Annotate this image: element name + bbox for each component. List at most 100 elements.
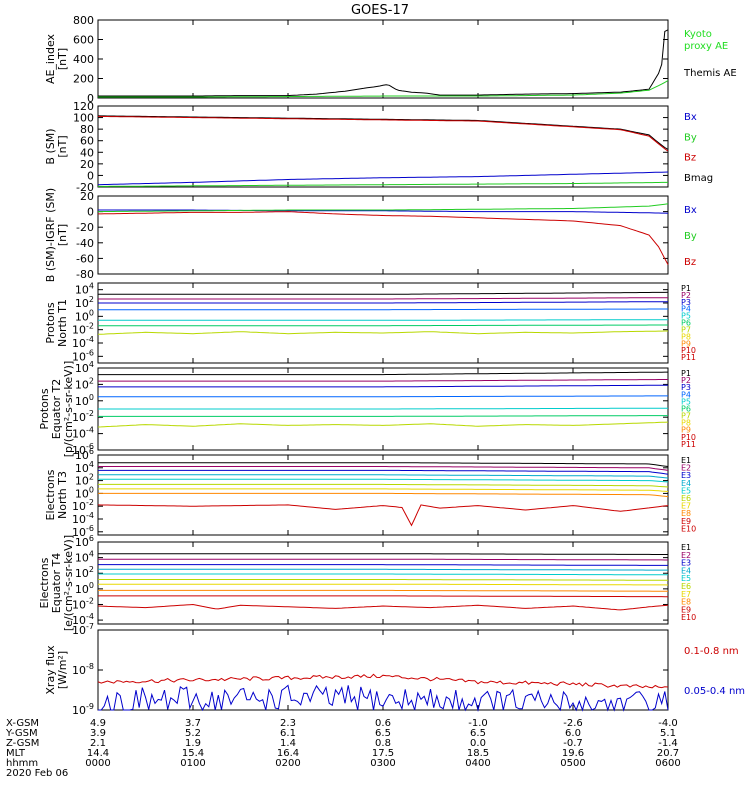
y-tick-label: 106 xyxy=(75,447,94,462)
x-row-value: 0000 xyxy=(85,758,110,769)
x-row-value: 5.1 xyxy=(660,728,676,739)
x-row-value: -1.0 xyxy=(468,718,488,729)
x-row-value: 0.6 xyxy=(375,718,391,729)
y-tick-label: 10-6 xyxy=(72,442,94,457)
y-tick-label: -20 xyxy=(76,221,94,234)
legend-item: E2 xyxy=(681,551,691,560)
legend-item: E3 xyxy=(681,471,691,480)
y-tick-label: 106 xyxy=(75,534,94,549)
y-tick-label: 60 xyxy=(80,135,94,148)
series-bx xyxy=(98,209,669,214)
series-e5 xyxy=(98,573,668,576)
legend-item: E8 xyxy=(681,509,691,518)
y-tick-label: 20 xyxy=(80,158,94,171)
y-tick-label: 104 xyxy=(75,460,94,475)
x-row-label: MLT xyxy=(6,748,26,759)
date-label: 2020 Feb 06 xyxy=(6,768,68,779)
series-themis-ae xyxy=(98,29,669,97)
series-e4 xyxy=(98,568,668,571)
series-p1 xyxy=(98,291,669,295)
legend-item: P8 xyxy=(681,419,691,428)
legend-item: E4 xyxy=(681,479,691,488)
x-row-value: 0400 xyxy=(465,758,490,769)
x-row-value: 0600 xyxy=(655,758,680,769)
series-e6 xyxy=(98,483,669,488)
y-tick-label: 0 xyxy=(87,169,94,182)
y-tick-label: 120 xyxy=(73,100,94,113)
legend-item: 0.1-0.8 nm xyxy=(684,646,739,657)
legend-item: E4 xyxy=(681,566,691,575)
plot-title: GOES-17 xyxy=(351,3,409,18)
legend-item: E5 xyxy=(681,486,691,495)
y-tick-label: 200 xyxy=(73,73,94,86)
y-tick-label: 104 xyxy=(75,550,94,565)
legend-item: P4 xyxy=(681,390,691,399)
y-tick-label: 10-6 xyxy=(72,524,94,539)
legend-item: E3 xyxy=(681,559,691,568)
y-axis-label: Electrons xyxy=(44,469,57,520)
legend-item: P3 xyxy=(681,298,691,307)
x-row-value: 6.5 xyxy=(375,728,391,739)
series-bmag xyxy=(97,115,669,150)
y-axis-label: [nT] xyxy=(56,135,69,157)
y-tick-label: -80 xyxy=(76,268,94,281)
y-tick-label: 10-7 xyxy=(72,622,94,637)
y-axis-label: Xray flux xyxy=(44,645,57,695)
legend-item: P10 xyxy=(681,346,696,355)
y-tick-label: 10-4 xyxy=(72,426,94,441)
x-row-value: 0200 xyxy=(275,758,300,769)
y-tick-label: 10-4 xyxy=(72,612,94,627)
y-tick-label: 100 xyxy=(75,581,94,596)
y-axis-label: Equator T4 xyxy=(50,553,63,613)
legend-item: P6 xyxy=(681,404,691,413)
y-tick-label: -60 xyxy=(76,252,94,265)
y-axis-label: B (SM) xyxy=(44,128,57,164)
y-axis-label: [nT] xyxy=(56,48,69,70)
y-tick-label: 104 xyxy=(75,360,94,375)
legend-item: E1 xyxy=(681,456,691,465)
legend-item: E6 xyxy=(681,582,691,591)
x-row-value: 0500 xyxy=(560,758,585,769)
legend-item: E10 xyxy=(681,613,696,622)
y-tick-label: 100 xyxy=(73,112,94,125)
series-p2 xyxy=(98,379,668,382)
y-tick-label: 10-8 xyxy=(72,662,94,677)
y-tick-label: 800 xyxy=(73,14,94,27)
legend-item: E9 xyxy=(681,605,691,614)
y-axis-label: AE_index xyxy=(44,33,57,84)
x-row-value: 6.1 xyxy=(280,728,296,739)
legend-item: P7 xyxy=(681,412,691,421)
legend-item: E6 xyxy=(681,494,691,503)
legend-item: P1 xyxy=(681,369,691,378)
series-0-05-0-4-nm xyxy=(98,684,669,712)
x-row-value: 0.8 xyxy=(375,738,391,749)
x-row-value: -1.4 xyxy=(658,738,678,749)
legend-item: P11 xyxy=(681,440,696,449)
y-axis-label: Electrons xyxy=(38,557,51,608)
y-axis-label: North T1 xyxy=(56,299,69,347)
legend-item: E9 xyxy=(681,517,691,526)
legend-item: P3 xyxy=(681,383,691,392)
x-row-value: -0.7 xyxy=(563,738,583,749)
legend-item: By xyxy=(684,132,697,143)
panel-frame xyxy=(97,19,669,99)
series-p5 xyxy=(98,407,668,410)
series-p2 xyxy=(98,297,668,300)
series-e2 xyxy=(98,558,668,561)
panel-bigrf: -80 -60 -40 -20 0 20 B (SM)-IGRF (SM) [nT] Bx By B… xyxy=(44,188,697,282)
x-row-value: 6.0 xyxy=(565,728,581,739)
x-row-value: 3.7 xyxy=(185,718,201,729)
legend-item: proxy AE xyxy=(684,41,728,52)
legend-item: P1 xyxy=(681,284,691,293)
y-tick-label: 10-2 xyxy=(72,409,94,424)
series-e9 xyxy=(97,504,669,527)
series-p3 xyxy=(98,384,668,388)
series-e9 xyxy=(98,595,668,598)
y-tick-label: 80 xyxy=(80,123,94,136)
series-p3 xyxy=(98,301,668,304)
